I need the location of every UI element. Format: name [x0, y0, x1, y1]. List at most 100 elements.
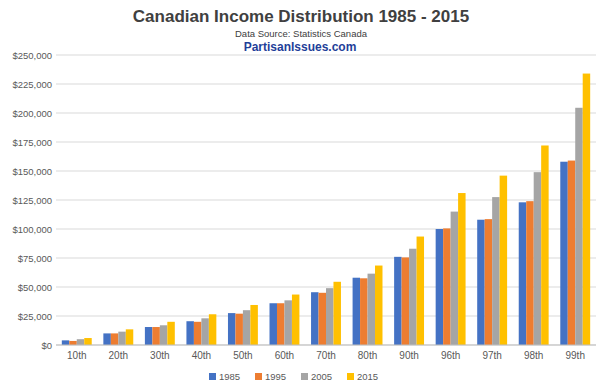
- y-tick-label: $75,000: [18, 253, 52, 264]
- bar: [270, 303, 277, 345]
- bar: [77, 339, 84, 345]
- bar: [368, 274, 375, 345]
- grid: [56, 55, 596, 345]
- bar: [519, 202, 526, 345]
- bar: [84, 338, 91, 345]
- bar: [319, 293, 326, 345]
- bar: [152, 327, 159, 345]
- y-tick-label: $0: [41, 340, 52, 351]
- y-tick-label: $250,000: [12, 50, 52, 61]
- bar: [492, 197, 499, 345]
- bar: [417, 237, 424, 345]
- grid-line: [56, 345, 596, 346]
- bar: [560, 162, 567, 345]
- x-tick-label: 99th: [565, 350, 584, 361]
- bar: [360, 278, 367, 345]
- x-axis: [56, 345, 596, 346]
- y-tick-label: $50,000: [18, 282, 52, 293]
- x-tick-label: 90th: [399, 350, 418, 361]
- bar: [526, 201, 533, 345]
- bar: [292, 295, 299, 345]
- y-tick-label: $100,000: [12, 224, 52, 235]
- bar: [284, 300, 291, 345]
- legend-swatch: [347, 373, 354, 380]
- y-tick-label: $150,000: [12, 166, 52, 177]
- legend-swatch: [209, 373, 216, 380]
- bar: [118, 332, 125, 345]
- bar: [167, 322, 174, 345]
- x-tick-label: 98th: [524, 350, 543, 361]
- bar: [228, 313, 235, 345]
- bar: [477, 220, 484, 345]
- bar: [568, 161, 575, 345]
- x-tick-label: 96th: [441, 350, 460, 361]
- y-tick-label: $175,000: [12, 137, 52, 148]
- bar: [409, 249, 416, 345]
- x-tick-label: 80th: [358, 350, 377, 361]
- legend-label: 1985: [219, 371, 240, 382]
- bar: [145, 327, 152, 345]
- bar: [160, 325, 167, 345]
- bar: [235, 314, 242, 345]
- bar: [353, 278, 360, 345]
- background: [0, 0, 602, 391]
- bar: [375, 266, 382, 345]
- x-tick-label: 40th: [192, 350, 211, 361]
- bar: [394, 257, 401, 345]
- legend-swatch: [301, 373, 308, 380]
- y-tick-label: $25,000: [18, 311, 52, 322]
- bar: [209, 314, 216, 345]
- chart: Canadian Income Distribution 1985 - 2015…: [0, 0, 602, 391]
- bar: [575, 108, 582, 345]
- bar: [583, 74, 590, 345]
- bar: [333, 282, 340, 345]
- bar: [69, 341, 76, 345]
- grid-line: [56, 142, 596, 143]
- bar: [541, 145, 548, 345]
- x-tick-label: 70th: [316, 350, 335, 361]
- x-tick-label: 50th: [233, 350, 252, 361]
- bars: [62, 74, 590, 345]
- bar: [62, 340, 69, 345]
- y-tick-label: $225,000: [12, 79, 52, 90]
- x-tick-label: 97th: [482, 350, 501, 361]
- bar: [103, 333, 110, 345]
- bar: [186, 321, 193, 345]
- x-tick-label: 30th: [150, 350, 169, 361]
- bar: [451, 212, 458, 345]
- bar: [402, 257, 409, 345]
- grid-line: [56, 113, 596, 114]
- bar: [250, 305, 257, 345]
- bar: [277, 303, 284, 345]
- bar: [201, 318, 208, 345]
- y-tick-label: $200,000: [12, 108, 52, 119]
- bar: [458, 193, 465, 345]
- bar: [111, 333, 118, 345]
- legend-label: 2015: [357, 371, 378, 382]
- bar: [311, 292, 318, 345]
- x-tick-label: 60th: [275, 350, 294, 361]
- bar: [500, 176, 507, 345]
- legend-swatch: [255, 373, 262, 380]
- grid-line: [56, 287, 596, 288]
- bar: [126, 329, 133, 345]
- y-tick-label: $125,000: [12, 195, 52, 206]
- grid-line: [56, 84, 596, 85]
- subtitle: Data Source: Statistics Canada: [235, 28, 368, 39]
- bar: [534, 172, 541, 345]
- grid-line: [56, 200, 596, 201]
- grid-line: [56, 258, 596, 259]
- legend: 1985199520052015: [209, 371, 378, 382]
- bar: [326, 288, 333, 345]
- bar: [443, 228, 450, 345]
- grid-line: [56, 171, 596, 172]
- bar: [436, 229, 443, 345]
- grid-line: [56, 229, 596, 230]
- legend-label: 2005: [311, 371, 332, 382]
- bar: [243, 310, 250, 345]
- logo-text: PartisanIssues.com: [244, 40, 357, 54]
- bar: [485, 219, 492, 345]
- grid-line: [56, 55, 596, 56]
- bar: [194, 322, 201, 345]
- title: Canadian Income Distribution 1985 - 2015: [133, 7, 469, 26]
